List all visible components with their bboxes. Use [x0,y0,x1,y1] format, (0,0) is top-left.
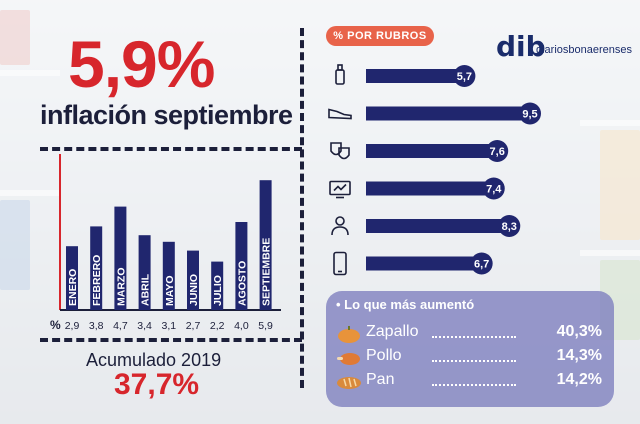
tv-icon [329,180,351,199]
bar-category-label: AGOSTO [236,261,248,306]
top-increase-item: Zapallo 40,3% [336,323,606,345]
bar-value-label: 5,9 [258,320,273,332]
bar [366,144,498,158]
bar [366,181,494,196]
value-bubble [498,215,521,237]
top-increase-item: Pollo 14,3% [336,347,606,369]
value-bubble [486,140,509,162]
bar-value-label: 3,1 [161,320,176,332]
bar-category-label: FEBRERO [91,255,103,306]
bar-value-label: 4,7 [113,320,128,332]
logo-mark: dib [496,30,546,63]
shoe-icon [328,108,352,120]
bar-value-label: 2,9 [65,320,80,332]
item-value: 40,3% [556,323,602,340]
bar [366,256,482,271]
top-increases-panel: • Lo que más aumentó Zapallo 40,3% Pollo… [326,291,614,407]
bar [235,222,248,310]
bar-category-label: MAYO [164,275,176,306]
bar [211,261,224,310]
rubro-row: 6,7 [333,251,493,276]
bar-value-label: 9,5 [522,109,537,121]
leader-line [432,384,516,386]
item-value: 14,2% [556,371,602,388]
bar [366,106,530,121]
bar-category-label: ABRIL [140,273,152,306]
bar [187,250,199,310]
headline-subtitle: inflación septiembre [40,100,293,130]
monthly-inflation-chart: % ENERO 2,9 FEBRERO 3,8 MARZO 4,7 ABRIL 3,4 MAYO 3… [50,154,281,332]
headline-value: 5,9% [68,27,215,101]
leader-line [432,360,516,362]
bar [366,219,510,233]
bar-value-label: 8,3 [502,221,517,233]
bar [138,235,151,310]
bar-value-label: 2,2 [210,320,225,332]
top-increase-item: Pan 14,2% [336,371,606,393]
item-name: Pan [366,371,395,388]
value-bubble [453,65,476,87]
rubro-row: 7,6 [330,140,509,162]
pumpkin-icon [338,326,360,343]
theater-masks-icon [330,142,350,160]
bar [162,241,175,310]
rubro-row: 5,7 [335,64,476,87]
bar-category-label: JULIO [212,275,224,306]
item-name: Pollo [366,347,402,364]
rubros-inflation-chart: 5,7 9,5 7,6 7,4 8,3 6,7 [328,64,541,276]
bar [90,226,103,310]
dashed-divider [300,28,304,388]
rubro-row: 7,4 [329,177,505,200]
accumulated-value: 37,7% [114,368,200,401]
por-rubros-badge: % POR RUBROS [326,26,434,46]
bottle-icon [335,64,345,85]
bar-value-label: 3,8 [89,320,104,332]
bar-value-label: 6,7 [474,259,489,271]
logo-text: diariosbonaerenses [536,44,633,56]
item-value: 14,3% [556,347,602,364]
value-bubble [470,252,493,275]
bar-value-label: 5,7 [457,71,472,83]
value-bubble [519,102,541,125]
chicken-icon [337,353,360,365]
item-name: Zapallo [366,323,419,340]
bar-value-label: 7,4 [486,184,502,196]
dashed-divider [40,338,302,342]
bar [114,206,127,310]
smartphone-icon [333,251,347,276]
bar-category-label: MARZO [115,268,127,307]
bar [259,180,272,310]
bar-value-label: 2,7 [186,320,201,332]
bar [66,246,78,310]
value-bubble [482,177,505,200]
doctor-icon [331,216,349,236]
bar-value-label: 3,4 [137,320,152,332]
panel-title: • Lo que más aumentó [336,297,475,312]
bar [366,69,465,83]
rubro-row: 8,3 [331,215,521,237]
accumulated-label: Acumulado 2019 [86,350,222,370]
dib-logo: dib diariosbonaerenses [496,30,632,64]
bar-category-label: ENERO [67,269,79,306]
bar-value-label: 7,6 [490,146,505,158]
leader-line [432,336,516,338]
bar-value-label: 4,0 [234,320,249,332]
y-axis-label: % [50,318,61,332]
rubro-row: 9,5 [328,102,541,125]
bread-icon [337,377,361,389]
bar-category-label: SEPTIEMBRE [261,238,273,306]
dashed-divider [40,147,302,151]
bar-category-label: JUNIO [188,274,200,306]
